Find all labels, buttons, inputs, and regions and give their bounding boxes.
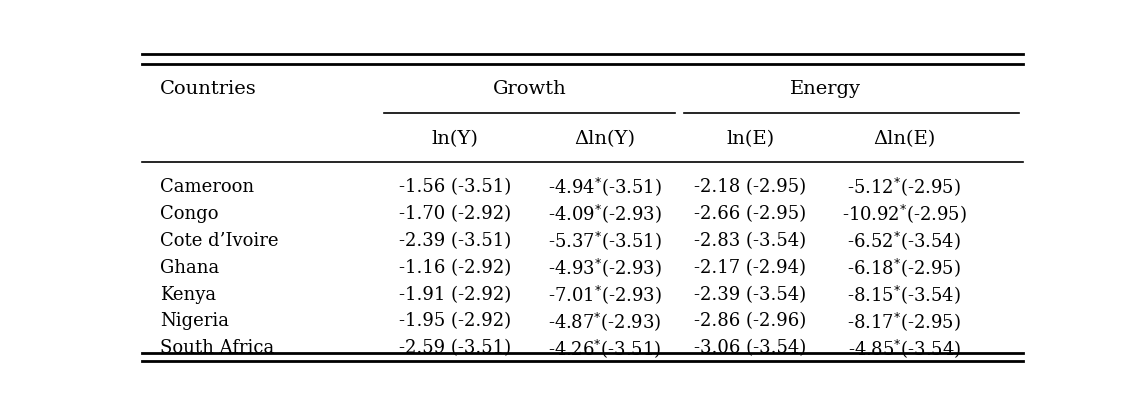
Text: -1.70 (-2.92): -1.70 (-2.92): [399, 205, 511, 223]
Text: -2.39 (-3.51): -2.39 (-3.51): [399, 232, 511, 250]
Text: -3.06 (-3.54): -3.06 (-3.54): [694, 339, 806, 358]
Text: Growth: Growth: [493, 80, 566, 98]
Text: -10.92$^{*}$(-2.95): -10.92$^{*}$(-2.95): [841, 202, 966, 225]
Text: -2.66 (-2.95): -2.66 (-2.95): [694, 205, 806, 223]
Text: -1.91 (-2.92): -1.91 (-2.92): [399, 286, 511, 304]
Text: -4.93$^{*}$(-2.93): -4.93$^{*}$(-2.93): [548, 256, 662, 279]
Text: -2.39 (-3.54): -2.39 (-3.54): [694, 286, 806, 304]
Text: South Africa: South Africa: [159, 339, 274, 358]
Text: ln(E): ln(E): [727, 131, 774, 148]
Text: -4.94$^{*}$(-3.51): -4.94$^{*}$(-3.51): [548, 175, 662, 199]
Text: Δln(E): Δln(E): [873, 131, 936, 148]
Text: -2.83 (-3.54): -2.83 (-3.54): [694, 232, 806, 250]
Text: -7.01$^{*}$(-2.93): -7.01$^{*}$(-2.93): [548, 283, 662, 306]
Text: -6.18$^{*}$(-2.95): -6.18$^{*}$(-2.95): [847, 256, 961, 279]
Text: Cameroon: Cameroon: [159, 178, 254, 196]
Text: -5.12$^{*}$(-2.95): -5.12$^{*}$(-2.95): [847, 175, 961, 199]
Text: -2.59 (-3.51): -2.59 (-3.51): [399, 339, 511, 358]
Text: -4.87$^{*}$(-2.93): -4.87$^{*}$(-2.93): [548, 310, 662, 333]
Text: -6.52$^{*}$(-3.54): -6.52$^{*}$(-3.54): [847, 229, 961, 252]
Text: Ghana: Ghana: [159, 259, 219, 277]
Text: Congo: Congo: [159, 205, 218, 223]
Text: -2.18 (-2.95): -2.18 (-2.95): [694, 178, 806, 196]
Text: Cote d’Ivoire: Cote d’Ivoire: [159, 232, 279, 250]
Text: -8.17$^{*}$(-2.95): -8.17$^{*}$(-2.95): [847, 310, 961, 333]
Text: -1.56 (-3.51): -1.56 (-3.51): [399, 178, 511, 196]
Text: -1.95 (-2.92): -1.95 (-2.92): [399, 312, 511, 330]
Text: -8.15$^{*}$(-3.54): -8.15$^{*}$(-3.54): [847, 283, 961, 306]
Text: -2.86 (-2.96): -2.86 (-2.96): [694, 312, 806, 330]
Text: -2.17 (-2.94): -2.17 (-2.94): [694, 259, 806, 277]
Text: Countries: Countries: [159, 80, 257, 98]
Text: Kenya: Kenya: [159, 286, 216, 304]
Text: Nigeria: Nigeria: [159, 312, 229, 330]
Text: -4.26$^{*}$(-3.51): -4.26$^{*}$(-3.51): [548, 337, 662, 360]
Text: -5.37$^{*}$(-3.51): -5.37$^{*}$(-3.51): [548, 229, 662, 252]
Text: -4.85$^{*}$(-3.54): -4.85$^{*}$(-3.54): [848, 337, 961, 360]
Text: ln(Y): ln(Y): [432, 131, 479, 148]
Text: -4.09$^{*}$(-2.93): -4.09$^{*}$(-2.93): [548, 202, 662, 225]
Text: Δln(Y): Δln(Y): [574, 131, 636, 148]
Text: -1.16 (-2.92): -1.16 (-2.92): [399, 259, 511, 277]
Text: Energy: Energy: [789, 80, 861, 98]
